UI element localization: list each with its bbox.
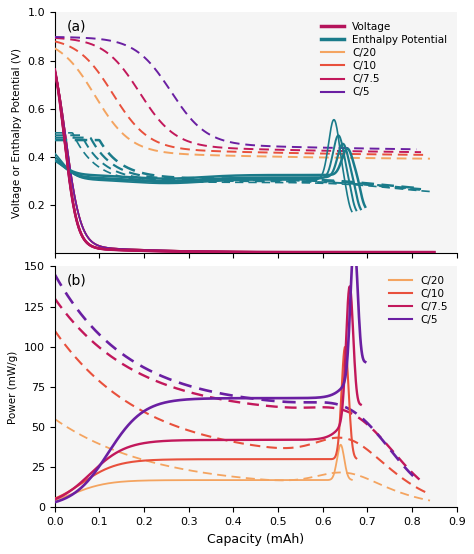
X-axis label: Capacity (mAh): Capacity (mAh) [207, 532, 304, 546]
Legend: C/20, C/10, C/7.5, C/5: C/20, C/10, C/7.5, C/5 [384, 271, 452, 329]
Legend: Voltage, Enthalpy Potential, C/20, C/10, C/7.5, C/5: Voltage, Enthalpy Potential, C/20, C/10,… [317, 18, 452, 101]
Text: (a): (a) [67, 19, 86, 34]
Text: (b): (b) [67, 274, 87, 288]
Y-axis label: Voltage or Enthalpy Potential (V): Voltage or Enthalpy Potential (V) [12, 48, 22, 218]
Y-axis label: Power (mW/g): Power (mW/g) [9, 350, 18, 423]
